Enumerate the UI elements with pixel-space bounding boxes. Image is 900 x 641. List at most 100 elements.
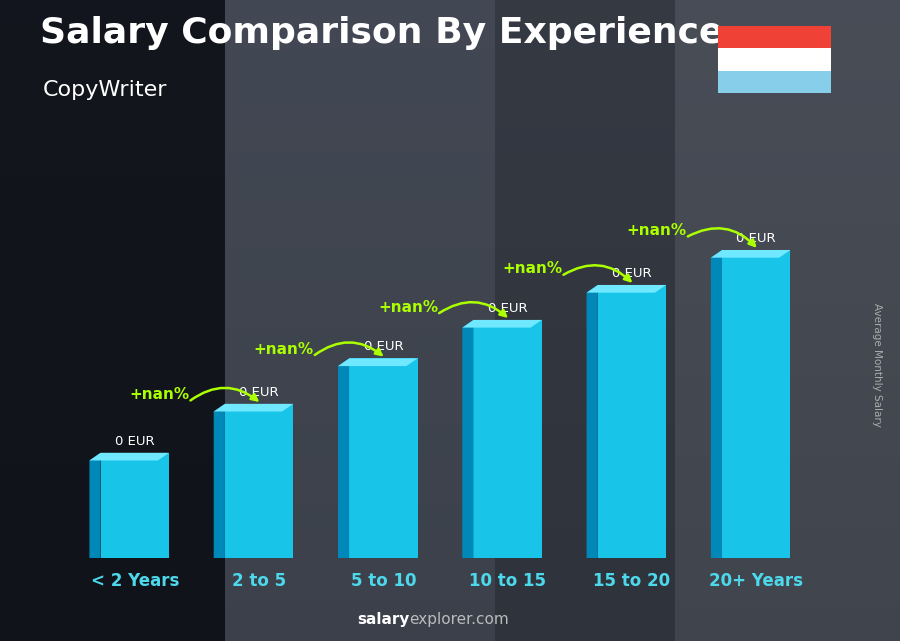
Bar — [375, 0, 382, 641]
Text: 0 EUR: 0 EUR — [239, 386, 279, 399]
Bar — [652, 0, 660, 641]
Bar — [810, 0, 817, 641]
Bar — [0, 360, 900, 369]
Text: 0 EUR: 0 EUR — [364, 340, 403, 353]
Bar — [630, 0, 637, 641]
Bar — [300, 0, 308, 641]
Bar — [0, 216, 900, 224]
Text: Salary Comparison By Experience: Salary Comparison By Experience — [40, 16, 724, 50]
Bar — [0, 208, 900, 217]
Bar — [38, 0, 45, 641]
Text: 0 EUR: 0 EUR — [612, 267, 652, 279]
Bar — [0, 185, 900, 192]
Bar — [533, 0, 540, 641]
Bar — [0, 561, 900, 569]
Bar — [353, 0, 360, 641]
Bar — [210, 0, 218, 641]
Bar — [101, 453, 169, 558]
Bar — [428, 0, 435, 641]
Bar — [0, 473, 900, 481]
Bar — [0, 176, 900, 184]
Bar — [0, 329, 900, 337]
Bar — [495, 0, 502, 641]
Bar — [698, 0, 705, 641]
Bar — [502, 0, 510, 641]
Bar — [600, 0, 608, 641]
Text: +nan%: +nan% — [130, 387, 190, 402]
Bar — [0, 121, 900, 128]
Bar — [0, 16, 900, 24]
Bar — [0, 136, 900, 144]
Bar — [488, 0, 495, 641]
Bar — [0, 513, 900, 520]
Bar — [562, 0, 570, 641]
Polygon shape — [213, 404, 293, 412]
Bar — [592, 0, 600, 641]
Bar — [322, 0, 330, 641]
Bar — [848, 0, 855, 641]
Bar — [360, 0, 367, 641]
Bar — [367, 0, 375, 641]
Bar — [338, 0, 345, 641]
Bar — [0, 88, 900, 96]
Polygon shape — [463, 320, 473, 565]
Bar — [480, 0, 488, 641]
Bar — [150, 0, 158, 641]
Bar — [765, 0, 772, 641]
Bar — [675, 0, 682, 641]
Bar — [817, 0, 825, 641]
Bar — [75, 0, 83, 641]
Text: salary: salary — [357, 612, 410, 627]
Bar — [862, 0, 870, 641]
Bar — [0, 601, 900, 609]
Bar — [0, 0, 900, 8]
Bar — [788, 0, 795, 641]
Bar — [878, 0, 885, 641]
Bar — [0, 249, 900, 256]
Bar — [0, 456, 900, 465]
Bar — [540, 0, 547, 641]
Bar — [349, 358, 418, 558]
Bar — [225, 0, 232, 641]
Bar — [142, 0, 150, 641]
Bar — [718, 71, 831, 93]
Text: 0 EUR: 0 EUR — [115, 435, 155, 447]
Text: explorer.com: explorer.com — [410, 612, 509, 627]
Bar — [0, 160, 900, 168]
Bar — [780, 0, 788, 641]
Bar — [0, 537, 900, 545]
Bar — [0, 392, 900, 401]
Bar — [855, 0, 862, 641]
Bar — [420, 0, 427, 641]
Bar — [0, 281, 900, 288]
Bar — [128, 0, 135, 641]
Bar — [832, 0, 840, 641]
Bar — [0, 353, 900, 360]
Bar — [0, 32, 900, 40]
Bar — [435, 0, 443, 641]
Bar — [68, 0, 75, 641]
Bar — [0, 104, 900, 112]
Bar — [0, 313, 900, 320]
Polygon shape — [89, 453, 101, 565]
Bar — [0, 369, 900, 377]
Bar — [0, 169, 900, 176]
Bar — [645, 0, 652, 641]
Bar — [0, 296, 900, 304]
Bar — [0, 24, 900, 32]
Bar — [525, 0, 533, 641]
Bar — [0, 64, 900, 72]
Bar — [412, 0, 420, 641]
Bar — [0, 56, 900, 64]
Bar — [285, 0, 292, 641]
Bar — [0, 417, 900, 424]
Bar — [637, 0, 645, 641]
Bar — [120, 0, 128, 641]
Bar — [0, 256, 900, 264]
Bar — [0, 449, 900, 456]
Bar — [173, 0, 180, 641]
Bar — [623, 0, 630, 641]
Text: +nan%: +nan% — [626, 223, 687, 238]
Bar — [0, 233, 900, 240]
Bar — [668, 0, 675, 641]
